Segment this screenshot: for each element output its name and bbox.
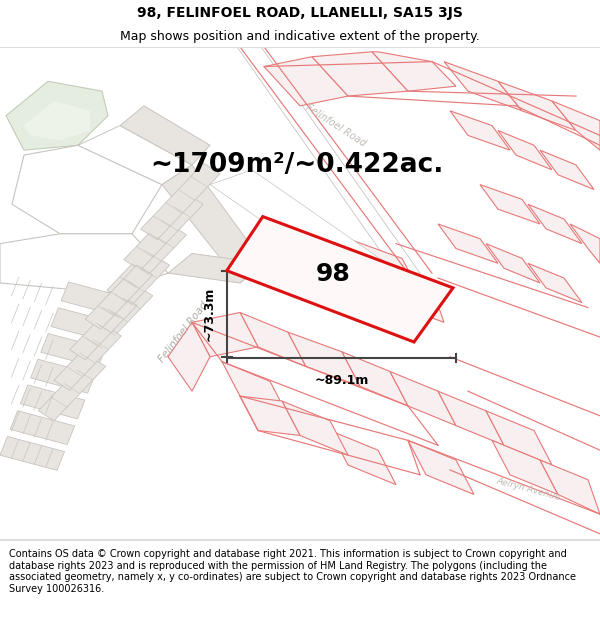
Polygon shape [90, 254, 170, 331]
Polygon shape [0, 436, 64, 471]
Polygon shape [240, 312, 306, 367]
Polygon shape [120, 106, 210, 165]
Polygon shape [70, 296, 137, 360]
Polygon shape [528, 263, 582, 302]
Polygon shape [450, 111, 510, 150]
Polygon shape [85, 265, 152, 329]
Polygon shape [61, 282, 125, 316]
Polygon shape [10, 411, 74, 444]
Polygon shape [492, 441, 558, 494]
Polygon shape [54, 326, 121, 390]
Polygon shape [363, 278, 396, 314]
Polygon shape [73, 285, 153, 362]
Polygon shape [78, 126, 192, 184]
Text: ~1709m²/~0.422ac.: ~1709m²/~0.422ac. [151, 152, 443, 178]
Text: ~89.1m: ~89.1m [314, 374, 368, 387]
Polygon shape [168, 254, 264, 283]
Polygon shape [570, 224, 600, 263]
Polygon shape [390, 371, 456, 426]
Polygon shape [38, 356, 106, 421]
Polygon shape [240, 396, 300, 436]
Polygon shape [31, 359, 95, 393]
Polygon shape [140, 163, 220, 240]
Polygon shape [288, 332, 360, 386]
Polygon shape [12, 145, 162, 234]
Polygon shape [124, 194, 203, 270]
Polygon shape [378, 268, 444, 322]
Polygon shape [264, 57, 348, 106]
Polygon shape [480, 184, 540, 224]
Polygon shape [540, 150, 594, 189]
Polygon shape [294, 219, 366, 273]
Text: Felinfoel Road: Felinfoel Road [304, 102, 368, 149]
Polygon shape [438, 224, 498, 263]
Polygon shape [192, 312, 258, 357]
Polygon shape [312, 52, 408, 96]
Polygon shape [210, 170, 408, 292]
Polygon shape [222, 362, 288, 416]
Text: 98, FELINFOEL ROAD, LLANELLI, SA15 3JS: 98, FELINFOEL ROAD, LLANELLI, SA15 3JS [137, 6, 463, 20]
Polygon shape [51, 308, 115, 342]
Polygon shape [252, 204, 312, 254]
Polygon shape [0, 234, 168, 292]
Polygon shape [552, 101, 600, 150]
Polygon shape [282, 401, 348, 455]
Polygon shape [41, 334, 105, 367]
Polygon shape [438, 391, 504, 445]
Polygon shape [540, 460, 600, 514]
Polygon shape [20, 385, 85, 419]
Polygon shape [24, 101, 90, 141]
Polygon shape [372, 52, 456, 91]
Polygon shape [107, 224, 187, 301]
Text: Contains OS data © Crown copyright and database right 2021. This information is : Contains OS data © Crown copyright and d… [9, 549, 576, 594]
Polygon shape [348, 239, 420, 292]
Polygon shape [168, 322, 210, 391]
Polygon shape [342, 352, 408, 406]
Polygon shape [498, 81, 576, 131]
Polygon shape [408, 441, 474, 494]
Polygon shape [366, 263, 426, 312]
Polygon shape [486, 244, 540, 283]
Text: Felinfoel Road: Felinfoel Road [157, 300, 209, 364]
Polygon shape [528, 204, 582, 244]
Polygon shape [227, 217, 453, 342]
Polygon shape [162, 165, 264, 283]
Text: 98: 98 [316, 262, 350, 286]
Polygon shape [6, 81, 108, 150]
Polygon shape [498, 131, 552, 170]
Polygon shape [0, 47, 600, 539]
Polygon shape [237, 47, 420, 273]
Polygon shape [486, 411, 552, 465]
Text: ~73.3m: ~73.3m [203, 286, 216, 341]
Text: Map shows position and indicative extent of the property.: Map shows position and indicative extent… [120, 30, 480, 43]
Polygon shape [444, 62, 522, 111]
Polygon shape [330, 431, 396, 484]
Text: Aelryn Avenue: Aelryn Avenue [495, 477, 561, 502]
